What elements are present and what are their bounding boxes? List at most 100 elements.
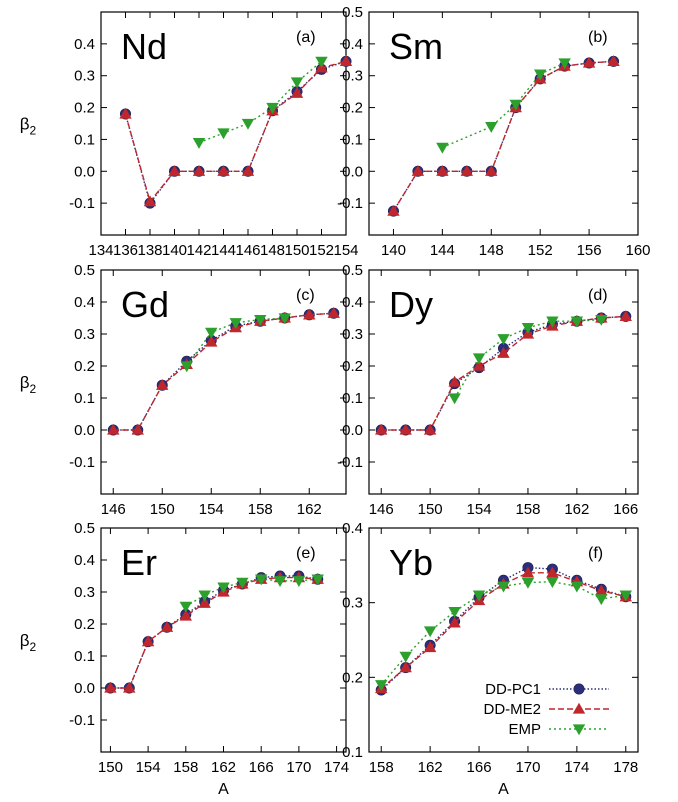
- data-point-emp: [472, 353, 486, 365]
- data-point-emp: [570, 581, 584, 593]
- panel-label: (a): [296, 29, 316, 46]
- x-tick-label: 162: [564, 501, 589, 518]
- x-tick-label: 158: [515, 501, 540, 518]
- y-tick-label: 0.4: [74, 552, 95, 569]
- data-point-emp: [521, 322, 535, 334]
- legend-marker-emp: [572, 724, 586, 736]
- series-emp: [375, 577, 632, 691]
- data-point-dd-me2: [485, 165, 498, 176]
- x-axis-label: A: [218, 781, 229, 798]
- series-emp: [436, 58, 571, 154]
- data-point-dd-me2: [448, 375, 461, 387]
- panel-label: (f): [588, 545, 603, 562]
- y-tick-label: 0.3: [74, 584, 95, 601]
- y-tick-label: 0.1: [342, 390, 363, 407]
- data-point-dd-me2: [143, 195, 157, 207]
- data-point-dd-me2: [160, 621, 174, 632]
- data-point-dd-me2: [339, 55, 353, 67]
- data-point-dd-me2: [387, 204, 400, 216]
- data-point-dd-me2: [521, 566, 535, 578]
- y-tick-label: 0.4: [342, 520, 363, 537]
- y-tick-label: 0.1: [74, 131, 95, 148]
- data-point-emp: [217, 128, 230, 140]
- x-tick-label: 174: [564, 759, 589, 776]
- series-line-dd-pc1: [113, 312, 334, 431]
- y-tick-label: 0.3: [342, 595, 363, 612]
- y-tick-label: 0.2: [74, 358, 95, 375]
- legend-marker-dd-pc1: [573, 683, 585, 695]
- y-tick-label: 0.4: [74, 36, 95, 53]
- data-point-emp: [254, 314, 267, 326]
- data-point-dd-me2: [436, 165, 449, 176]
- x-tick-label: 170: [286, 759, 311, 776]
- series-line-emp: [186, 317, 285, 367]
- x-tick-label: 150: [98, 759, 123, 776]
- data-point-emp: [180, 361, 193, 373]
- element-label: Er: [121, 542, 157, 583]
- series-dd-me2: [107, 307, 340, 435]
- data-point-emp: [254, 574, 268, 586]
- x-tick-label: 150: [150, 501, 175, 518]
- legend-label-dd-pc1: DD-PC1: [485, 681, 541, 698]
- series-dd-pc1: [107, 307, 340, 436]
- y-tick-label: 0.2: [342, 669, 363, 686]
- y-tick-label: 0.0: [342, 163, 363, 180]
- series-emp: [179, 574, 324, 613]
- data-point-dd-me2: [104, 681, 117, 693]
- data-point-dd-me2: [595, 584, 608, 596]
- y-tick-label: -0.1: [69, 712, 95, 729]
- plot-frame: [368, 269, 639, 495]
- data-point-dd-me2: [375, 423, 388, 435]
- y-tick-label: 0.2: [342, 100, 363, 117]
- data-point-dd-me2: [198, 597, 211, 608]
- series-dd-pc1: [375, 310, 632, 436]
- data-point-dd-me2: [582, 56, 596, 68]
- plot-frame: [368, 11, 639, 236]
- x-tick-label: 150: [284, 242, 309, 259]
- data-point-emp: [236, 577, 249, 589]
- x-tick-label: 138: [137, 242, 162, 259]
- data-point-dd-me2: [205, 335, 218, 347]
- x-tick-label: 146: [101, 501, 126, 518]
- x-tick-label: 158: [173, 759, 198, 776]
- panel-label: (e): [296, 545, 316, 562]
- series-line-dd-me2: [392, 60, 614, 212]
- y-tick-label: 0.1: [342, 744, 363, 761]
- x-tick-label: 140: [162, 242, 187, 259]
- y-tick-label: 0.4: [342, 294, 363, 311]
- data-point-emp: [570, 316, 584, 328]
- panel-label: (b): [588, 29, 608, 46]
- series-line-dd-me2: [381, 315, 626, 431]
- data-point-dd-me2: [217, 165, 230, 176]
- data-point-emp: [472, 590, 486, 602]
- x-tick-label: 166: [467, 759, 492, 776]
- y-tick-label: -0.1: [337, 454, 363, 471]
- x-tick-label: 178: [613, 759, 638, 776]
- x-tick-label: 134: [88, 242, 113, 259]
- x-tick-label: 162: [211, 759, 236, 776]
- data-point-dd-me2: [107, 423, 120, 435]
- data-point-dd-me2: [472, 359, 486, 371]
- data-point-dd-me2: [119, 107, 132, 119]
- series-dd-pc1: [104, 570, 324, 694]
- y-tick-label: 0.1: [342, 131, 363, 148]
- series-dd-pc1: [120, 55, 352, 209]
- data-point-dd-me2: [327, 307, 340, 318]
- x-tick-label: 140: [381, 242, 406, 259]
- y-tick-label: 0.3: [342, 326, 363, 343]
- x-tick-label: 136: [113, 242, 138, 259]
- data-point-dd-me2: [156, 379, 169, 390]
- data-point-emp: [290, 77, 304, 89]
- data-point-emp: [273, 576, 287, 587]
- x-tick-label: 166: [613, 501, 638, 518]
- y-tick-label: 0.5: [74, 262, 95, 279]
- series-dd-pc1: [387, 55, 620, 217]
- series-line-dd-me2: [380, 572, 626, 690]
- data-point-dd-me2: [131, 423, 144, 435]
- panel-nd: 134 136 138 140 142 144 146 148 150 152 154 -0.1 0.0…: [20, 11, 359, 259]
- x-tick-label: 156: [577, 242, 602, 259]
- data-point-emp: [448, 393, 461, 405]
- y-tick-label: -0.1: [69, 195, 95, 212]
- data-point-emp: [399, 651, 412, 663]
